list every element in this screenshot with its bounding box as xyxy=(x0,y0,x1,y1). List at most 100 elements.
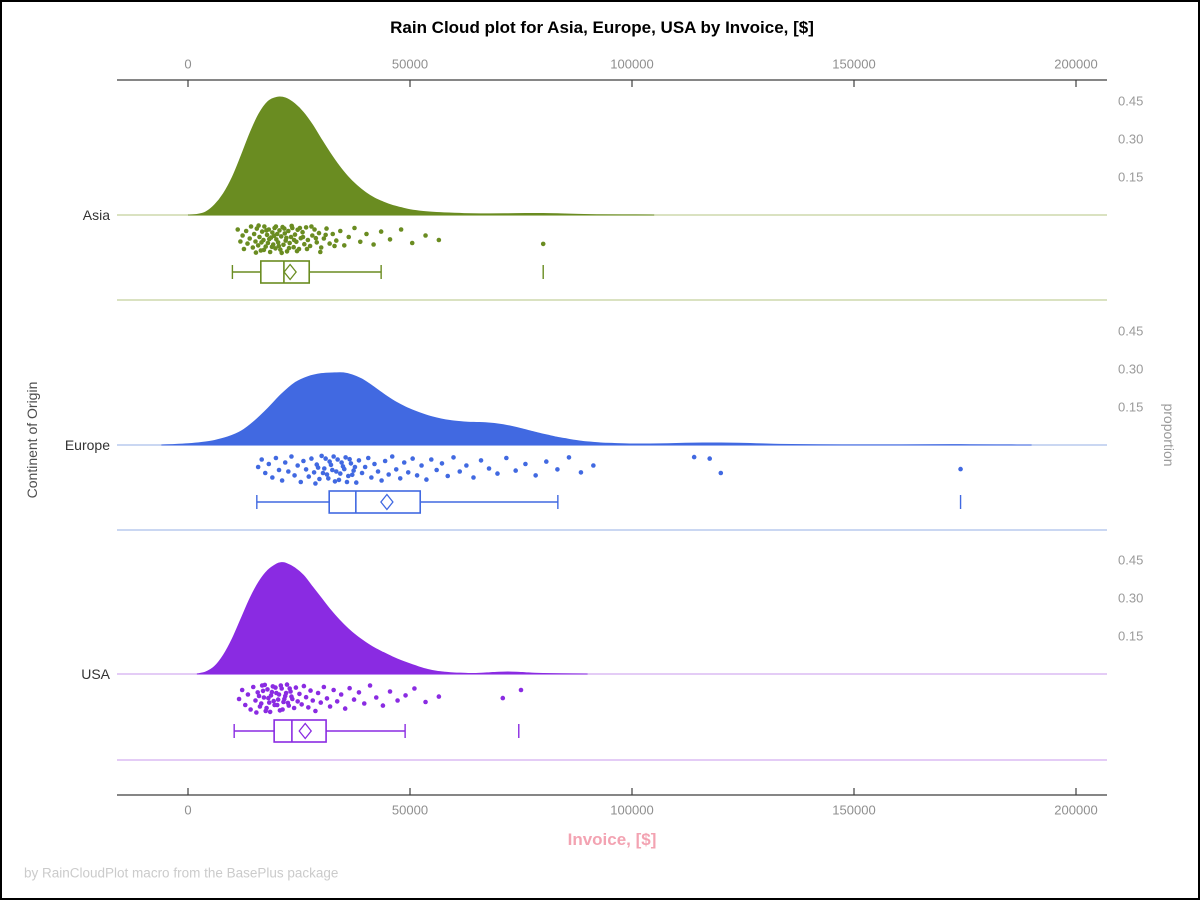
scatter-point xyxy=(367,683,373,688)
scatter-point xyxy=(262,224,267,229)
scatter-point xyxy=(279,686,284,691)
scatter-point xyxy=(333,469,339,474)
scatter-point xyxy=(359,470,365,476)
scatter-point xyxy=(266,700,272,705)
proportion-tick-label: 0.45 xyxy=(1118,323,1144,339)
scatter-point xyxy=(309,224,314,229)
scatter-point xyxy=(262,470,268,476)
scatter-point xyxy=(284,682,290,687)
x-axis-bottom-tick-label: 150000 xyxy=(832,802,876,818)
proportion-tick-label: 0.45 xyxy=(1118,552,1144,568)
scatter-point xyxy=(398,227,404,232)
scatter-point xyxy=(261,237,266,243)
scatter-point xyxy=(318,245,324,250)
scatter-point xyxy=(304,246,310,252)
x-axis-top-tick-label: 200000 xyxy=(1054,56,1098,72)
scatter-point xyxy=(330,467,335,473)
scatter-point xyxy=(291,705,297,711)
scatter-point xyxy=(273,685,278,690)
scatter-point xyxy=(275,697,281,702)
scatter-point xyxy=(324,472,330,477)
scatter-point xyxy=(371,242,376,247)
scatter-point xyxy=(262,682,268,688)
scatter-point xyxy=(292,232,298,237)
scatter-point xyxy=(276,692,282,697)
scatter-point xyxy=(288,234,294,240)
scatter-point xyxy=(253,698,258,703)
x-axis-top-tick-label: 50000 xyxy=(391,56,429,72)
scatter-point xyxy=(286,228,291,234)
scatter-point xyxy=(286,245,292,251)
scatter-point xyxy=(266,461,272,467)
scatter-point xyxy=(327,241,332,246)
scatter-point xyxy=(284,249,290,254)
scatter-point xyxy=(257,234,262,240)
scatter-point xyxy=(387,689,393,694)
scatter-point xyxy=(270,475,275,480)
scatter-point xyxy=(578,470,584,475)
scatter-point xyxy=(310,698,316,703)
mean-diamond xyxy=(283,263,297,281)
scatter-point xyxy=(263,244,269,249)
scatter-point xyxy=(316,230,322,236)
scatter-point xyxy=(356,458,362,463)
scatter-point xyxy=(264,705,269,711)
scatter-point xyxy=(518,687,524,693)
scatter-point xyxy=(297,691,302,697)
scatter-point xyxy=(326,476,331,481)
scatter-point xyxy=(300,234,306,240)
scatter-point xyxy=(504,455,509,461)
scatter-point xyxy=(283,690,289,696)
scatter-point xyxy=(327,704,333,709)
scatter-point xyxy=(379,478,384,483)
scatter-point xyxy=(544,459,549,464)
scatter-point xyxy=(533,473,538,478)
scatter-point xyxy=(297,225,303,231)
scatter-point xyxy=(495,471,500,476)
proportion-tick-label: 0.30 xyxy=(1118,131,1144,147)
scatter-point xyxy=(245,692,251,697)
scatter-point xyxy=(291,244,296,250)
scatter-point xyxy=(319,453,324,459)
scatter-point xyxy=(258,701,264,706)
scatter-point xyxy=(464,463,469,468)
x-axis-title: Invoice, [$] xyxy=(567,830,657,849)
scatter-point xyxy=(471,475,476,480)
category-label-asia: Asia xyxy=(82,207,110,223)
scatter-point xyxy=(330,231,336,237)
scatter-point xyxy=(439,461,445,466)
scatter-point xyxy=(337,471,343,476)
box xyxy=(328,490,422,514)
scatter-point xyxy=(389,454,395,459)
density-curve-asia xyxy=(187,96,655,216)
scatter-point xyxy=(401,460,407,465)
scatter-point xyxy=(336,477,342,483)
scatter-point xyxy=(457,469,463,474)
scatter-point xyxy=(395,698,400,703)
scatter-point xyxy=(328,462,334,468)
scatter-point xyxy=(369,475,374,480)
scatter-point xyxy=(349,472,355,478)
scatter-point xyxy=(274,231,280,237)
scatter-point xyxy=(313,481,318,486)
scatter-point xyxy=(266,227,272,232)
scatter-point xyxy=(380,703,386,708)
scatter-point xyxy=(313,235,319,241)
scatter-point xyxy=(273,224,279,229)
scatter-point xyxy=(341,466,347,472)
scatter-point xyxy=(429,457,434,462)
scatter-point xyxy=(247,236,253,241)
x-axis-top-tick-label: 0 xyxy=(184,56,192,72)
scatter-point xyxy=(343,455,348,460)
scatter-point xyxy=(356,690,362,695)
scatter-point xyxy=(405,470,411,475)
scatter-point xyxy=(386,472,391,477)
proportion-tick-label: 0.45 xyxy=(1118,93,1144,109)
x-axis-bottom-tick-label: 200000 xyxy=(1054,802,1098,818)
scatter-point xyxy=(344,479,350,485)
scatter-point xyxy=(375,469,381,474)
scatter-point xyxy=(301,683,307,689)
scatter-point xyxy=(310,233,315,238)
